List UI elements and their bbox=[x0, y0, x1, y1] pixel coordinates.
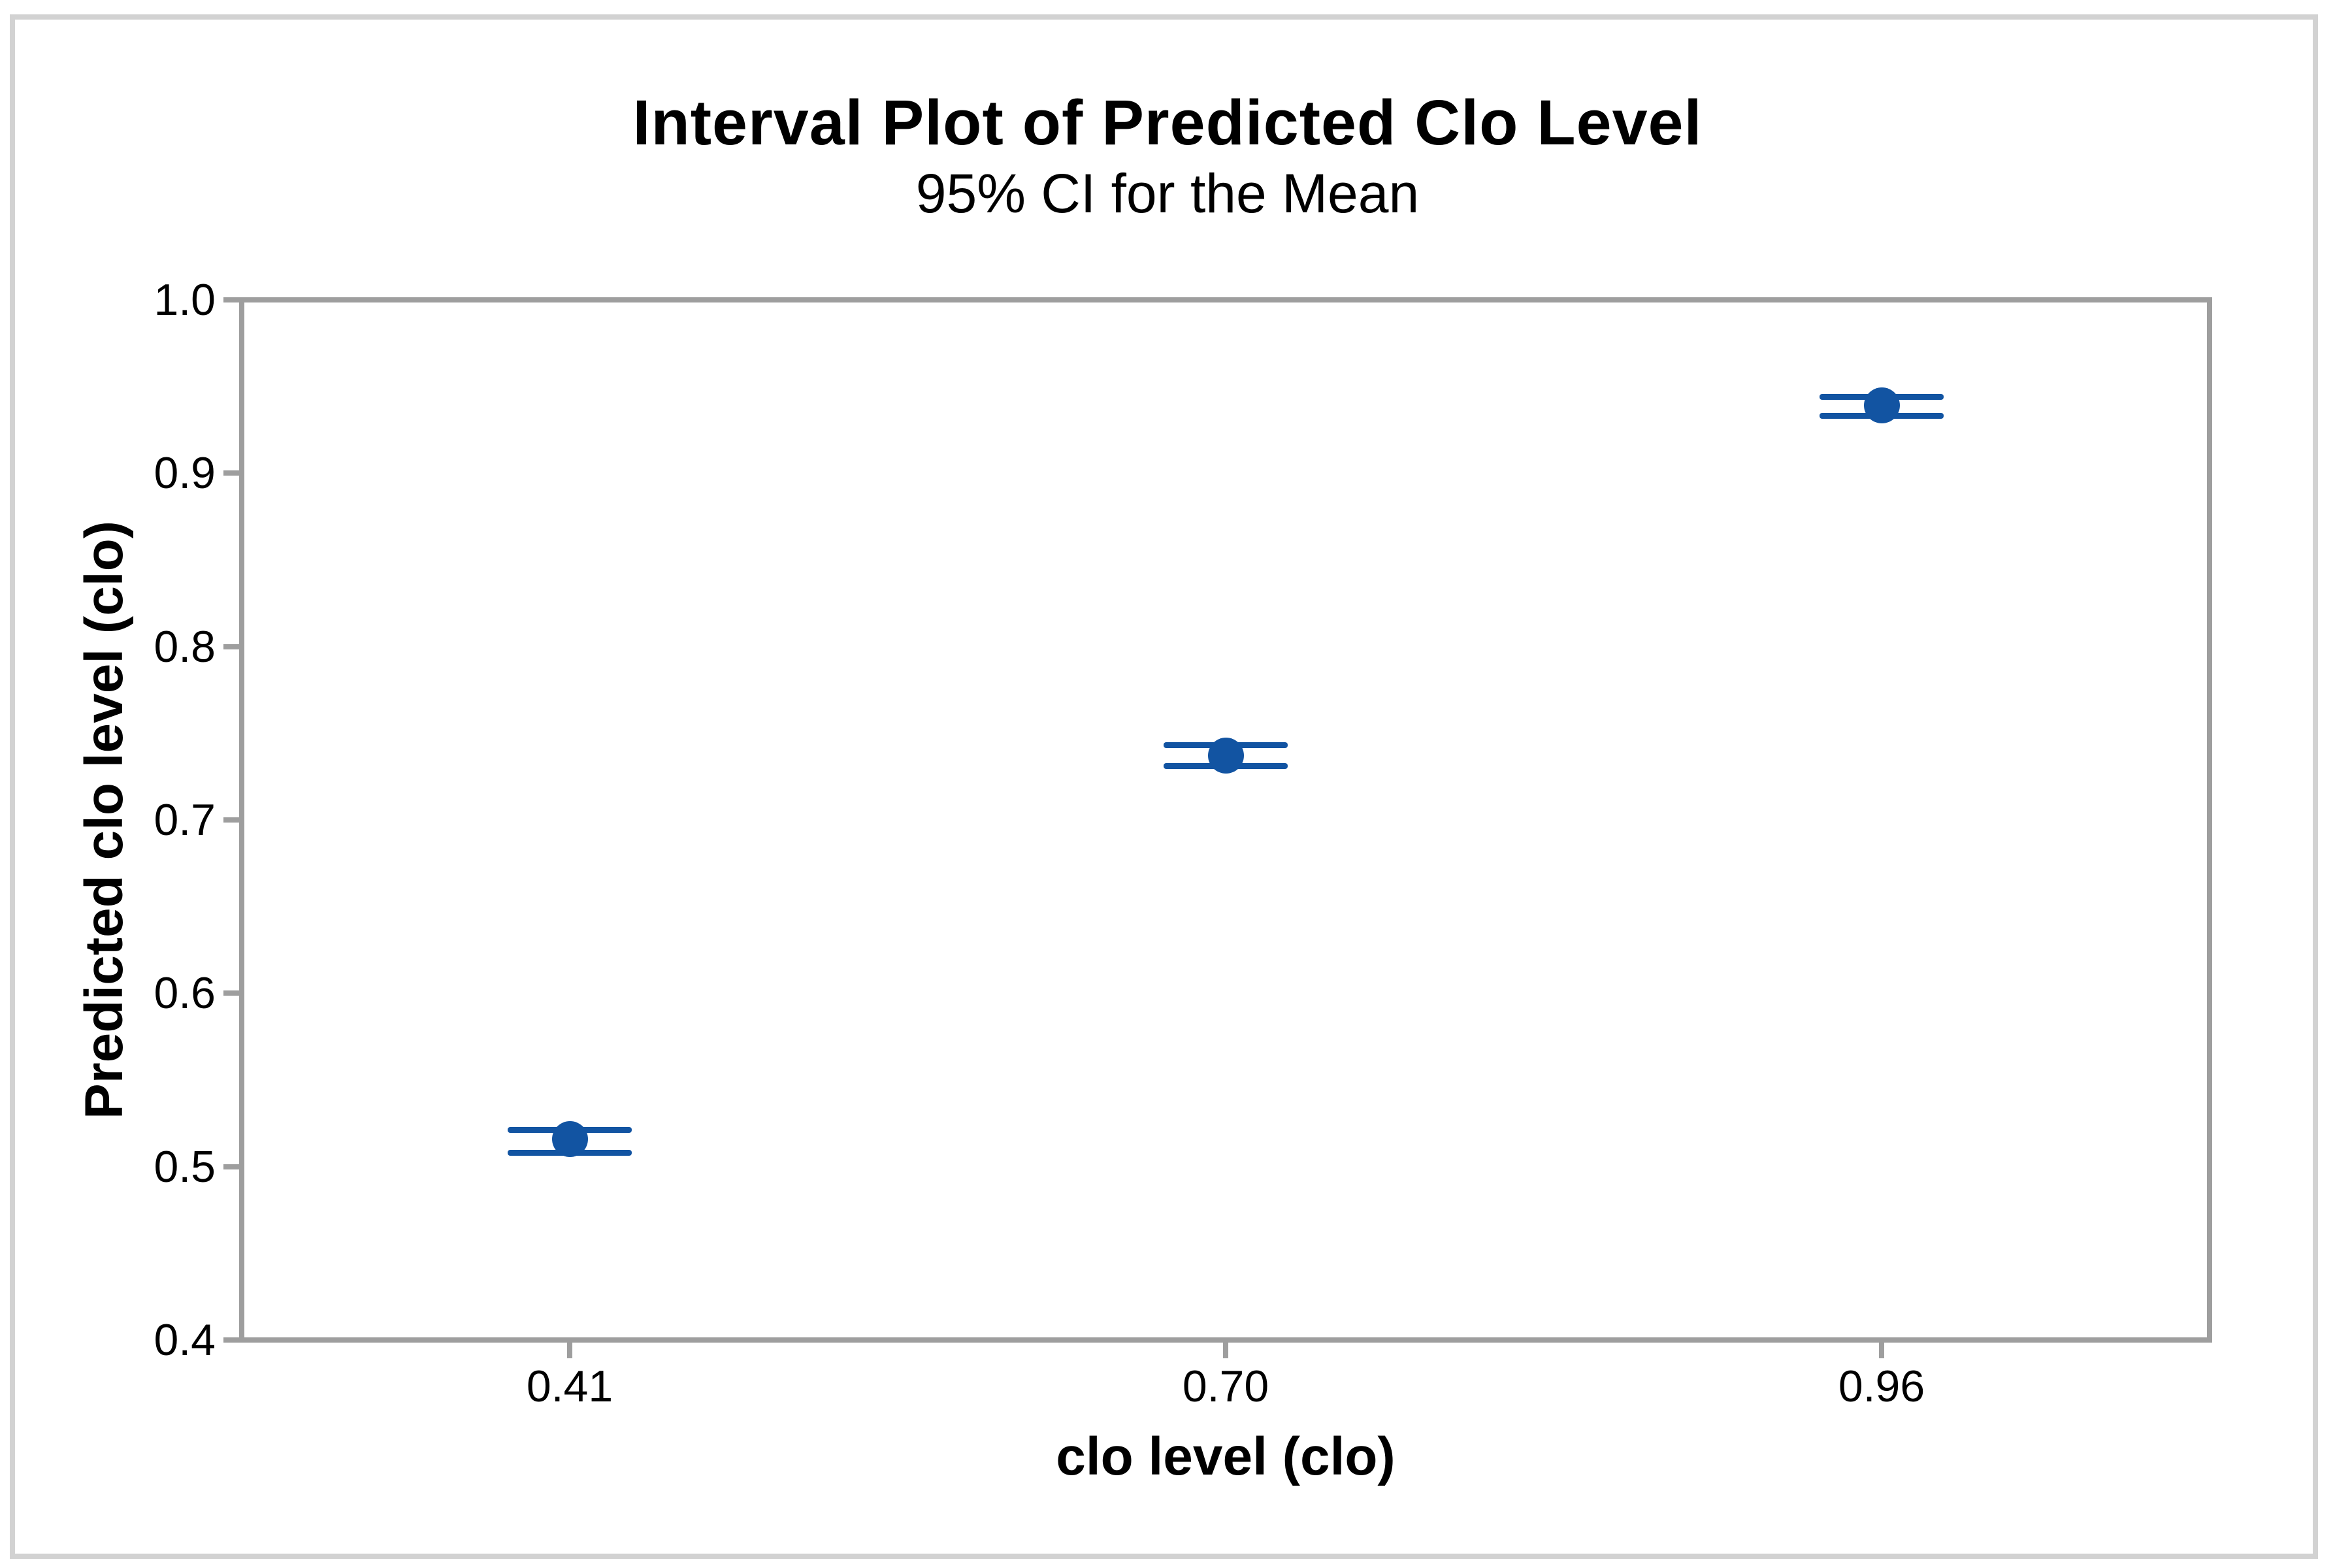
y-tick-mark bbox=[223, 990, 239, 996]
y-tick-mark bbox=[223, 470, 239, 476]
chart-subtitle: 95% CI for the Mean bbox=[915, 163, 1420, 224]
x-tick-label: 0.41 bbox=[526, 1362, 613, 1411]
y-tick-mark bbox=[223, 297, 239, 302]
y-tick-label: 0.9 bbox=[154, 448, 216, 498]
mean-marker bbox=[1207, 738, 1244, 774]
plot-area-frame bbox=[239, 297, 2212, 1343]
y-tick-mark bbox=[223, 644, 239, 649]
y-tick-label: 0.7 bbox=[154, 795, 216, 845]
chart-title: Interval Plot of Predicted Clo Level bbox=[632, 87, 1703, 158]
x-tick-mark bbox=[567, 1343, 572, 1358]
y-tick-label: 0.6 bbox=[154, 968, 216, 1019]
x-tick-mark bbox=[1879, 1343, 1884, 1358]
y-tick-mark bbox=[223, 1337, 239, 1343]
y-tick-mark bbox=[223, 817, 239, 823]
mean-marker bbox=[551, 1120, 588, 1157]
mean-marker bbox=[1863, 387, 1900, 424]
y-tick-mark bbox=[223, 1164, 239, 1169]
x-tick-mark bbox=[1223, 1343, 1228, 1358]
y-tick-label: 1.0 bbox=[154, 275, 216, 325]
x-tick-label: 0.96 bbox=[1838, 1362, 1925, 1411]
x-axis-title: clo level (clo) bbox=[1056, 1427, 1396, 1486]
y-tick-label: 0.4 bbox=[154, 1315, 216, 1365]
x-tick-label: 0.70 bbox=[1182, 1362, 1269, 1411]
y-tick-label: 0.8 bbox=[154, 621, 216, 672]
y-tick-label: 0.5 bbox=[154, 1141, 216, 1192]
